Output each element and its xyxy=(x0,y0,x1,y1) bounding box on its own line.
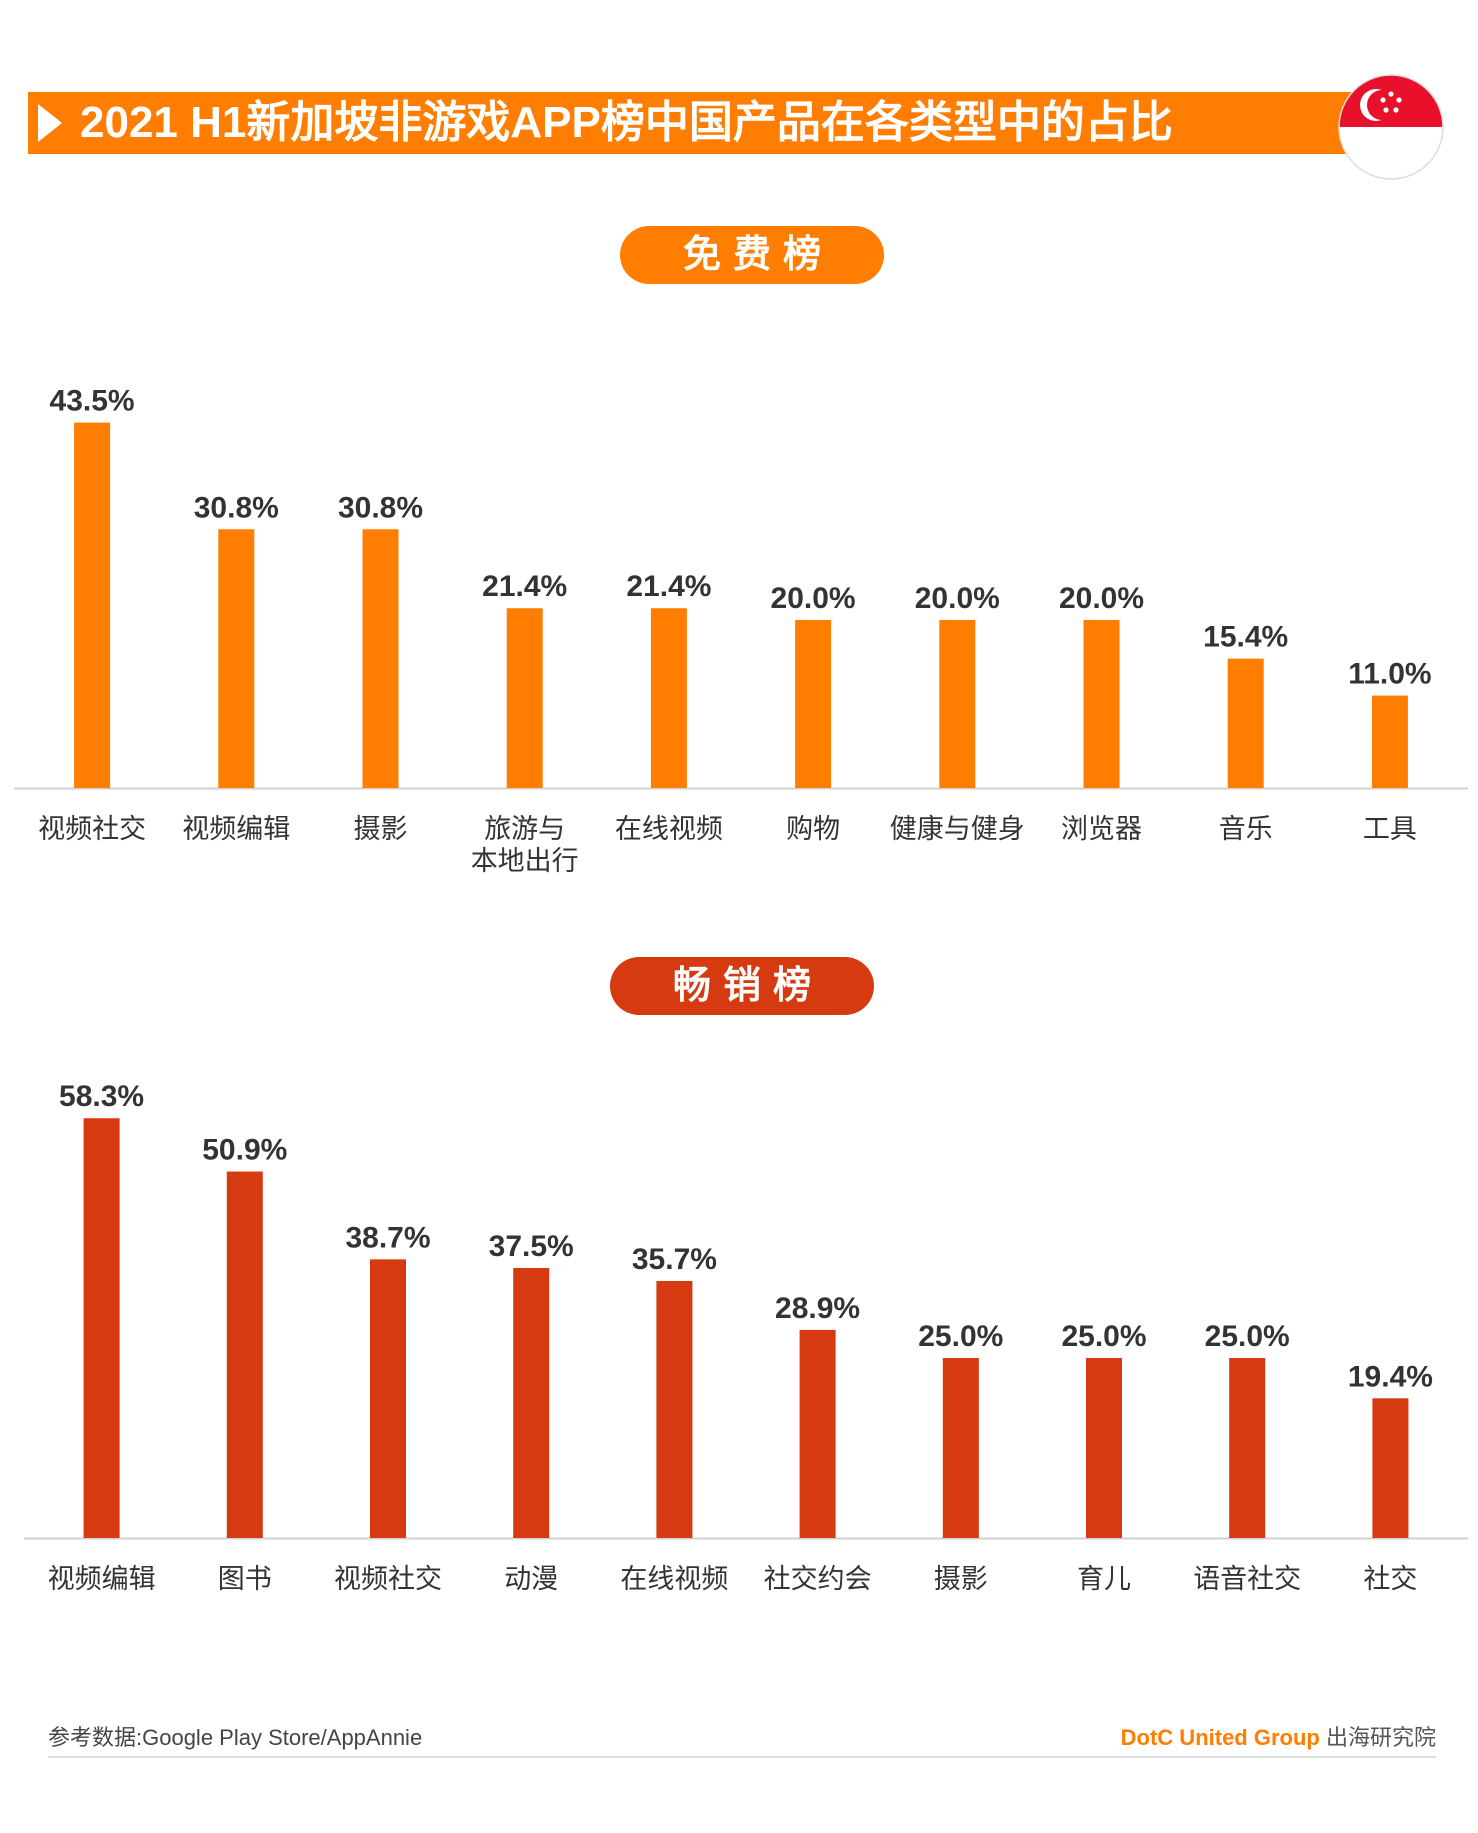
bar xyxy=(74,422,111,788)
category-label: 图书 xyxy=(218,1564,272,1594)
category-label: 工具 xyxy=(1363,814,1417,844)
bar xyxy=(1229,1358,1266,1538)
bar xyxy=(1083,620,1120,788)
data-label: 20.0% xyxy=(1059,582,1144,615)
brand-subtitle: 出海研究院 xyxy=(1325,1725,1436,1750)
bar xyxy=(942,1358,979,1538)
category-label: 动漫 xyxy=(504,1564,558,1594)
data-label: 58.3% xyxy=(59,1080,144,1113)
play-arrow-icon xyxy=(38,104,62,142)
category-label: 视频编辑 xyxy=(48,1564,156,1594)
brand-credit: DotC United Group 出海研究院 xyxy=(1121,1720,1436,1752)
data-label: 20.0% xyxy=(915,582,1000,615)
category-label: 在线视频 xyxy=(615,814,723,844)
category-label: 视频编辑 xyxy=(182,814,290,844)
bar xyxy=(939,620,976,788)
bar xyxy=(795,620,832,788)
data-label: 11.0% xyxy=(1348,658,1431,691)
footer-divider xyxy=(48,1756,1436,1758)
bar xyxy=(370,1259,406,1538)
data-label: 25.0% xyxy=(1205,1320,1290,1353)
free-chart-label: 免费榜 xyxy=(620,226,884,284)
data-label: 35.7% xyxy=(632,1243,717,1276)
bar xyxy=(1372,1398,1409,1538)
data-label: 25.0% xyxy=(918,1320,1003,1353)
category-label: 视频社交 xyxy=(334,1564,442,1594)
data-label: 50.9% xyxy=(202,1134,287,1167)
bar xyxy=(799,1329,836,1538)
grossing-chart-label: 畅销榜 xyxy=(610,957,874,1015)
category-label: 本地出行 xyxy=(471,846,579,876)
data-label: 38.7% xyxy=(345,1221,430,1254)
category-label: 旅游与 xyxy=(484,814,565,844)
data-source: 参考数据:Google Play Store/AppAnnie xyxy=(48,1725,423,1750)
category-label: 育儿 xyxy=(1077,1564,1131,1594)
data-label: 28.9% xyxy=(775,1292,860,1325)
category-label: 浏览器 xyxy=(1061,814,1142,844)
bar xyxy=(226,1171,263,1538)
bar xyxy=(1227,658,1264,788)
brand-name: DotC United Group xyxy=(1120,1725,1320,1750)
data-label: 43.5% xyxy=(50,385,135,418)
data-label: 19.4% xyxy=(1348,1360,1433,1393)
bar xyxy=(218,529,255,788)
bar xyxy=(506,608,543,788)
category-label: 社交约会 xyxy=(764,1564,872,1594)
category-label: 健康与健身 xyxy=(890,814,1025,844)
data-label: 20.0% xyxy=(771,582,856,615)
category-label: 视频社交 xyxy=(38,814,146,844)
bar xyxy=(83,1118,120,1538)
data-label: 21.4% xyxy=(626,570,711,603)
category-label: 在线视频 xyxy=(620,1564,728,1594)
bar xyxy=(1371,695,1408,788)
category-label: 摄影 xyxy=(934,1564,988,1594)
bar xyxy=(656,1280,693,1538)
category-label: 语音社交 xyxy=(1193,1564,1301,1594)
category-label: 购物 xyxy=(786,814,840,844)
bar xyxy=(650,608,687,788)
bar xyxy=(1086,1358,1122,1538)
bar xyxy=(513,1268,550,1538)
category-label: 社交 xyxy=(1363,1564,1417,1594)
grossing-bar-chart: 58.3% 视频编辑 50.9% 图书 38.7% 视频社交 37.5% 动漫 35.7% 在线视… xyxy=(24,1080,1468,1594)
data-label: 37.5% xyxy=(489,1230,574,1263)
data-label: 30.8% xyxy=(338,491,423,524)
data-label: 15.4% xyxy=(1203,621,1288,654)
category-label: 音乐 xyxy=(1219,814,1273,844)
bar xyxy=(362,529,399,788)
data-label: 21.4% xyxy=(482,570,567,603)
data-label: 25.0% xyxy=(1061,1320,1146,1353)
data-label: 30.8% xyxy=(194,491,279,524)
chart-title: 2021 H1新加坡非游戏APP榜中国产品在各类型中的占比 xyxy=(80,98,1173,147)
title-bar: 2021 H1新加坡非游戏APP榜中国产品在各类型中的占比 xyxy=(28,92,1358,154)
category-label: 摄影 xyxy=(354,814,408,844)
singapore-flag-icon xyxy=(1338,74,1444,180)
